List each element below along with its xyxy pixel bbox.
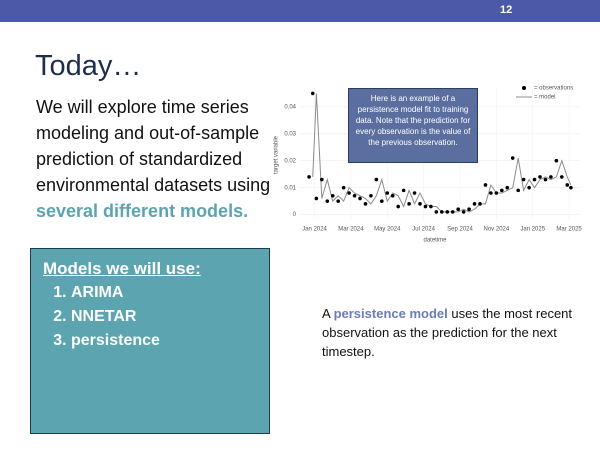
observation-point — [369, 193, 373, 198]
observation-point — [310, 91, 315, 96]
observation-point — [527, 185, 531, 190]
body-text: We will explore time series modeling and… — [36, 94, 272, 224]
observation-point — [554, 158, 559, 163]
x-tick-label: Mar 2025 — [556, 227, 582, 233]
observation-point — [412, 191, 417, 195]
observation-point — [320, 177, 324, 182]
observation-point — [494, 191, 499, 195]
x-tick-label: May 2024 — [374, 227, 401, 233]
slide-title: Today… — [35, 50, 142, 82]
legend-label: = model — [534, 95, 556, 101]
observation-point — [307, 175, 311, 179]
legend-label: = observations — [534, 86, 573, 92]
x-tick-label: Nov 2024 — [484, 227, 510, 233]
observation-point — [380, 199, 384, 203]
observation-point — [510, 156, 515, 160]
body-highlight: several different models. — [36, 201, 249, 221]
observation-point — [467, 207, 471, 212]
observation-point — [325, 199, 330, 203]
observation-point — [314, 196, 319, 201]
x-tick-label: Jan 2024 — [302, 227, 327, 233]
note-highlight: persistence model — [333, 306, 448, 321]
observation-point — [390, 193, 395, 198]
y-tick-label: 0.04 — [284, 104, 296, 110]
note-after: uses the most recent observation as the … — [322, 306, 573, 359]
observation-point — [538, 175, 542, 179]
annotation: Here is an example of a persistence mode… — [348, 88, 478, 163]
observation-point — [358, 196, 362, 201]
observation-point — [483, 183, 488, 187]
models-box: Models we will use: ARIMA NNETAR persist… — [30, 248, 270, 434]
observation-point — [456, 207, 460, 212]
models-list: ARIMA NNETAR persistence — [31, 281, 269, 353]
y-tick-label: 0.02 — [284, 158, 296, 164]
observation-point — [336, 199, 340, 203]
observation-point — [418, 202, 422, 206]
y-axis-label: target variable — [274, 135, 280, 174]
observation-point — [478, 202, 482, 206]
observation-point — [440, 210, 444, 214]
observation-point — [385, 191, 390, 195]
observation-point — [401, 188, 406, 193]
observation-point — [330, 193, 335, 198]
x-tick-label: Jan 2025 — [520, 227, 545, 233]
model-item: NNETAR — [71, 305, 269, 329]
observation-point — [505, 185, 510, 190]
observation-point — [445, 210, 450, 214]
observation-point — [543, 177, 548, 182]
models-heading: Models we will use: — [43, 259, 201, 278]
observation-point — [500, 188, 504, 193]
note-before: A — [322, 306, 334, 321]
observation-point — [565, 183, 570, 187]
x-tick-label: Jul 2024 — [412, 227, 435, 233]
observation-point — [423, 204, 428, 209]
observation-point — [352, 193, 357, 198]
y-tick-label: 0 — [293, 212, 297, 218]
note-text: A persistence model uses the most recent… — [322, 304, 582, 361]
y-tick-label: 0.01 — [284, 185, 296, 191]
model-item: ARIMA — [71, 281, 269, 305]
observation-point — [407, 202, 411, 206]
observation-point — [472, 202, 477, 206]
x-axis-label: datetime — [423, 238, 447, 244]
observation-point — [341, 185, 346, 190]
body-main: We will explore time series modeling and… — [36, 97, 271, 195]
observation-point — [434, 210, 439, 214]
observation-point — [489, 191, 493, 195]
observation-point — [429, 204, 433, 209]
header-bar — [0, 0, 600, 22]
observation-point — [347, 191, 351, 195]
observation-point — [532, 177, 537, 182]
legend-symbol — [522, 86, 526, 90]
slide-number: 12 — [500, 4, 513, 16]
observation-point — [363, 202, 368, 206]
x-tick-label: Sep 2024 — [447, 227, 473, 233]
observation-point — [516, 188, 520, 193]
observation-point — [461, 210, 466, 214]
observation-point — [560, 175, 564, 179]
observation-point — [549, 175, 553, 179]
y-tick-label: 0.03 — [284, 131, 296, 137]
observation-point — [450, 210, 455, 214]
x-tick-label: Mar 2024 — [338, 227, 364, 233]
observation-point — [521, 177, 526, 182]
observation-point — [374, 177, 379, 182]
observation-point — [396, 204, 400, 209]
observation-point — [569, 185, 573, 190]
model-item: persistence — [71, 329, 269, 353]
